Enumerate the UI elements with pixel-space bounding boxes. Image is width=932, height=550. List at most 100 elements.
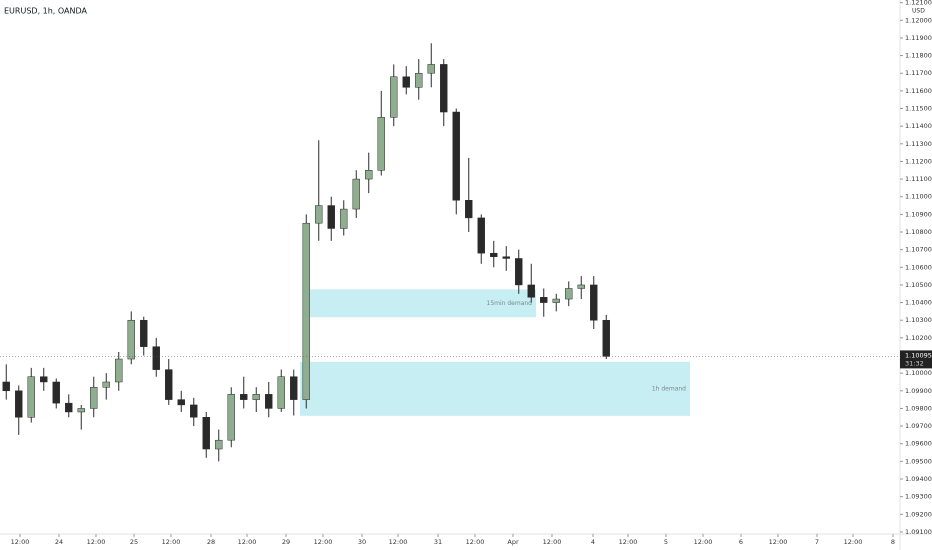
x-tick-label: 12:00: [694, 538, 713, 546]
y-tick-label: 1.11500: [905, 105, 932, 113]
x-tick-label: 12:00: [162, 538, 181, 546]
x-tick-label: 12:00: [87, 538, 106, 546]
x-tick-label: 24: [55, 538, 63, 546]
y-tick-label: 1.11100: [905, 175, 932, 183]
y-tick-label: 1.11900: [905, 34, 932, 42]
y-tick-label: 1.12000: [905, 16, 932, 24]
candle-body: [552, 298, 560, 303]
y-tick-label: 1.10600: [905, 263, 932, 271]
x-tick-label: 12:00: [543, 538, 562, 546]
x-tick-label: 12:00: [314, 538, 333, 546]
x-tick-label: 12:00: [11, 538, 30, 546]
candle-body: [527, 284, 535, 298]
candle-body: [377, 117, 385, 171]
candle-body: [15, 390, 23, 418]
candle-body: [415, 72, 423, 88]
candle-body: [65, 402, 73, 413]
y-tick-label: 1.09100: [905, 528, 932, 536]
y-tick-label: 1.09500: [905, 457, 932, 465]
y-tick-label: 1.11800: [905, 52, 932, 60]
y-tick-label: 1.10200: [905, 334, 932, 342]
x-tick-label: 12:00: [844, 538, 863, 546]
x-tick-label: 4: [591, 538, 595, 546]
candle-body: [40, 376, 48, 383]
candle-body: [277, 376, 285, 409]
y-tick-label: 1.09400: [905, 475, 932, 483]
y-tick-label: 1.11600: [905, 87, 932, 95]
candle-body: [202, 417, 210, 450]
candle-body: [315, 205, 323, 224]
candle-body: [165, 369, 173, 400]
candle-body: [290, 376, 298, 400]
x-tick-label: 7: [815, 538, 819, 546]
y-tick-label: 1.10900: [905, 210, 932, 218]
y-tick-label: 1.11300: [905, 140, 932, 148]
countdown: 31:32: [905, 359, 924, 367]
y-tick-label: 1.10800: [905, 228, 932, 236]
candle-body: [590, 284, 598, 321]
y-tick-label: 1.09600: [905, 440, 932, 448]
candle-body: [365, 170, 373, 180]
candle-body: [502, 256, 510, 259]
chart-title: EURUSD, 1h, OANDA: [4, 7, 88, 16]
candle-body: [390, 76, 398, 118]
last-price-label: 1.10095: [905, 351, 932, 359]
candle-body: [490, 252, 498, 257]
y-tick-label: 1.10700: [905, 246, 932, 254]
candle-body: [127, 319, 135, 360]
y-tick-label: 1.10000: [905, 369, 932, 377]
candle-body: [265, 394, 273, 409]
y-tick-label: 1.11000: [905, 193, 932, 201]
x-tick-label: 12:00: [466, 538, 485, 546]
candle-body: [227, 394, 235, 441]
x-tick-label: Apr: [507, 538, 519, 546]
candle-body: [140, 319, 148, 347]
candle-body: [52, 381, 60, 404]
y-unit: USD: [912, 8, 925, 15]
candle-body: [465, 200, 473, 219]
x-tick-label: 12:00: [619, 538, 638, 546]
x-tick-label: 12:00: [769, 538, 788, 546]
candle-body: [352, 178, 360, 210]
candle-body: [77, 408, 85, 413]
x-tick-label: 25: [130, 538, 138, 546]
y-tick-label: 1.11400: [905, 122, 932, 130]
candle-body: [215, 439, 223, 450]
x-tick-label: 31: [434, 538, 442, 546]
candle-body: [477, 217, 485, 254]
candle-body: [27, 376, 35, 418]
y-tick-label: 1.10500: [905, 281, 932, 289]
last-price-tag: [900, 350, 932, 369]
candle-body: [90, 387, 98, 409]
zone-label: 1h demand: [652, 385, 686, 392]
candle-body: [152, 346, 160, 370]
x-tick-label: 12:00: [238, 538, 257, 546]
x-tick-label: 5: [664, 538, 668, 546]
candle-body: [515, 258, 523, 286]
candle-body: [177, 399, 185, 406]
x-tick-label: 12:00: [389, 538, 408, 546]
candle-body: [327, 205, 335, 229]
candle-body: [340, 208, 348, 229]
y-tick-label: 1.09800: [905, 404, 932, 412]
candle-body: [602, 319, 610, 357]
candle-body: [452, 111, 460, 201]
y-tick-label: 1.10300: [905, 316, 932, 324]
candle-body: [190, 404, 198, 418]
candle-body: [540, 297, 548, 303]
candle-body: [2, 381, 10, 392]
zone-label: 15min demand: [487, 300, 533, 307]
y-tick-label: 1.12100: [905, 0, 932, 7]
candle-body: [302, 222, 310, 400]
candle-body: [402, 76, 410, 88]
y-tick-label: 1.10400: [905, 299, 932, 307]
candle-body: [240, 394, 248, 400]
y-tick-label: 1.09700: [905, 422, 932, 430]
y-tick-label: 1.11200: [905, 157, 932, 165]
candle-body: [427, 64, 435, 74]
candle-body: [102, 381, 110, 388]
y-tick-label: 1.09300: [905, 493, 932, 501]
candle-body: [577, 284, 585, 289]
